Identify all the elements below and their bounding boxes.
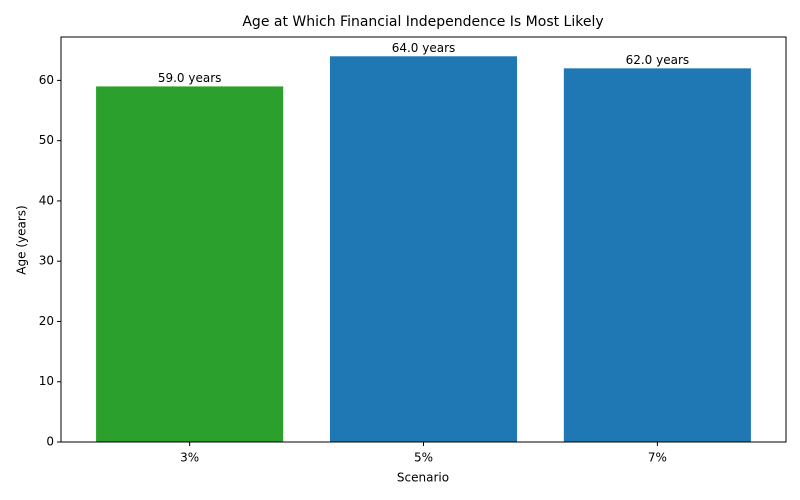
value-label: 64.0 years [392, 41, 456, 55]
value-label: 59.0 years [158, 71, 222, 85]
y-tick-label: 30 [39, 254, 54, 268]
y-tick-label: 20 [39, 314, 54, 328]
y-tick-label: 40 [39, 193, 54, 207]
x-tick-label: 5% [414, 451, 433, 465]
value-label: 62.0 years [626, 53, 690, 67]
x-axis-label: Scenario [397, 471, 449, 485]
bar [563, 68, 751, 442]
bar [96, 86, 284, 442]
chart-title: Age at Which Financial Independence Is M… [242, 14, 603, 30]
bar [329, 56, 518, 443]
y-tick-label: 0 [46, 435, 54, 449]
plot-frame [60, 36, 787, 443]
y-tick-label: 60 [39, 73, 54, 87]
y-tick-label: 10 [39, 374, 54, 388]
x-tick-label: 7% [648, 451, 667, 465]
y-axis-label: Age (years) [15, 205, 29, 274]
x-tick-label: 3% [180, 451, 199, 465]
y-tick-label: 50 [39, 133, 54, 147]
